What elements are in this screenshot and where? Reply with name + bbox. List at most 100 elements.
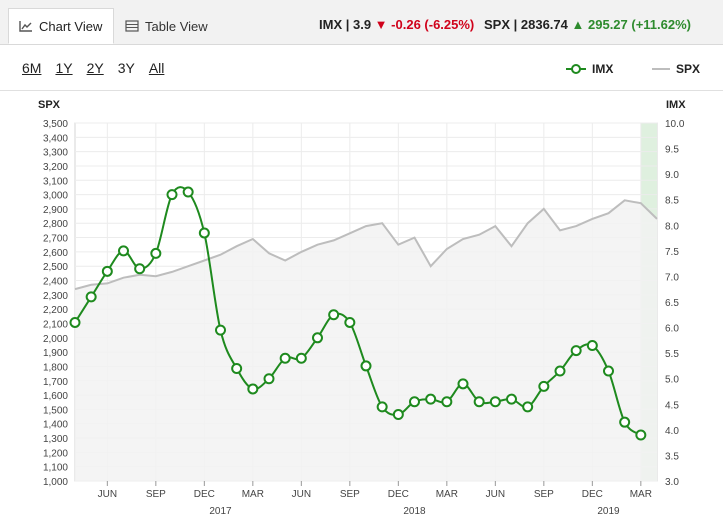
x-tick-label: MAR (630, 489, 652, 500)
range-2y[interactable]: 2Y (86, 60, 104, 76)
imx-data-point (198, 227, 210, 239)
header-divider (0, 90, 723, 91)
imx-data-point (376, 401, 388, 413)
imx-data-point (522, 401, 534, 413)
x-tick-label: JUN (98, 489, 117, 500)
imx-data-point (85, 291, 97, 303)
x-tick-label: DEC (194, 489, 215, 500)
imx-data-point (586, 339, 598, 351)
x-tick-label: SEP (534, 489, 554, 500)
y-left-axis-title: SPX (38, 99, 61, 111)
imx-data-point (425, 393, 437, 405)
x-tick-label: MAR (436, 489, 458, 500)
x-year-label: 2019 (597, 506, 620, 517)
tab-chart-view[interactable]: Chart View (8, 8, 114, 44)
spx-area-fill (75, 200, 657, 482)
y-left-tick-label: 2,900 (43, 205, 68, 216)
y-right-tick-label: 7.5 (665, 247, 679, 258)
imx-data-point (247, 383, 259, 395)
y-right-tick-label: 8.0 (665, 221, 679, 232)
chart-icon (19, 21, 32, 32)
y-left-tick-label: 3,100 (43, 176, 68, 187)
imx-data-point (538, 380, 550, 392)
spx-quote: SPX | 2836.74 ▲ 295.27 (+11.62%) (484, 17, 691, 32)
spx-quote-label: SPX | 2836.74 (484, 17, 568, 32)
range-3y[interactable]: 3Y (117, 60, 135, 76)
y-left-tick-label: 2,100 (43, 319, 68, 330)
y-right-tick-label: 5.5 (665, 349, 679, 360)
imx-data-point (150, 247, 162, 259)
imx-data-point (166, 189, 178, 201)
imx-legend-marker-icon (566, 64, 586, 74)
x-tick-label: DEC (582, 489, 603, 500)
x-tick-label: MAR (242, 489, 264, 500)
range-6m[interactable]: 6M (22, 60, 42, 76)
imx-quote-label: IMX | 3.9 (319, 17, 372, 32)
y-right-tick-label: 5.0 (665, 375, 679, 386)
y-right-tick-label: 9.0 (665, 170, 679, 181)
range-selector: 6M 1Y 2Y 3Y All (22, 60, 178, 76)
y-left-tick-label: 3,000 (43, 191, 68, 202)
imx-data-point (635, 429, 647, 441)
x-year-label: 2018 (403, 506, 426, 517)
y-right-tick-label: 10.0 (665, 119, 685, 130)
legend-imx[interactable]: IMX (566, 62, 613, 76)
imx-data-point (489, 396, 501, 408)
imx-data-point (603, 365, 614, 377)
imx-data-point (182, 186, 194, 198)
imx-data-point (360, 360, 372, 372)
y-left-tick-label: 2,700 (43, 234, 68, 245)
range-all[interactable]: All (148, 60, 165, 76)
imx-data-point (279, 352, 291, 364)
imx-data-point (118, 245, 129, 257)
imx-data-point (392, 409, 404, 421)
spx-series-line (74, 199, 658, 291)
imx-data-point (570, 345, 582, 357)
x-year-label: 2017 (209, 506, 232, 517)
legend-imx-label: IMX (592, 62, 614, 76)
down-arrow-icon: ▼ (374, 17, 388, 32)
y-left-tick-label: 3,400 (43, 133, 68, 144)
y-left-tick-label: 3,300 (43, 148, 68, 159)
table-icon (125, 20, 139, 32)
legend-spx[interactable]: SPX (652, 62, 700, 76)
y-right-tick-label: 3.5 (665, 451, 679, 462)
y-left-tick-label: 3,500 (43, 119, 68, 130)
y-left-tick-label: 2,000 (43, 334, 68, 345)
y-right-axis-title: IMX (666, 99, 686, 111)
imx-data-point (441, 396, 453, 408)
imx-data-point (312, 332, 323, 344)
y-right-tick-label: 3.0 (665, 477, 679, 488)
x-tick-label: JUN (292, 489, 311, 500)
range-1y[interactable]: 1Y (55, 60, 73, 76)
y-right-tick-label: 6.0 (665, 324, 679, 335)
tab-table-view[interactable]: Table View (115, 8, 221, 44)
imx-data-point (69, 316, 81, 328)
imx-data-point (506, 393, 517, 405)
spx-quote-change: 295.27 (+11.62%) (588, 17, 691, 32)
imx-data-point (215, 324, 226, 336)
y-right-tick-label: 4.5 (665, 400, 679, 411)
x-tick-label: DEC (388, 489, 409, 500)
y-left-tick-label: 1,700 (43, 377, 68, 388)
imx-quote: IMX | 3.9 ▼ -0.26 (-6.25%) (319, 17, 474, 32)
y-left-tick-label: 2,200 (43, 305, 68, 316)
y-right-tick-label: 9.5 (665, 145, 679, 156)
x-tick-label: SEP (340, 489, 360, 500)
imx-quote-change: -0.26 (-6.25%) (391, 17, 475, 32)
y-left-tick-label: 1,000 (43, 477, 68, 488)
y-left-tick-label: 1,900 (43, 348, 68, 359)
imx-data-point (295, 352, 307, 364)
y-left-tick-label: 3,200 (43, 162, 68, 173)
spx-legend-line-icon (652, 68, 670, 70)
y-right-tick-label: 7.0 (665, 272, 679, 283)
imx-data-point (344, 316, 356, 328)
y-right-tick-label: 6.5 (665, 298, 679, 309)
imx-data-point (263, 373, 275, 385)
y-left-tick-label: 2,400 (43, 277, 68, 288)
y-left-tick-label: 1,600 (43, 391, 68, 402)
y-left-tick-label: 2,500 (43, 262, 68, 273)
imx-data-point (101, 265, 113, 277)
y-left-tick-label: 1,200 (43, 448, 68, 459)
